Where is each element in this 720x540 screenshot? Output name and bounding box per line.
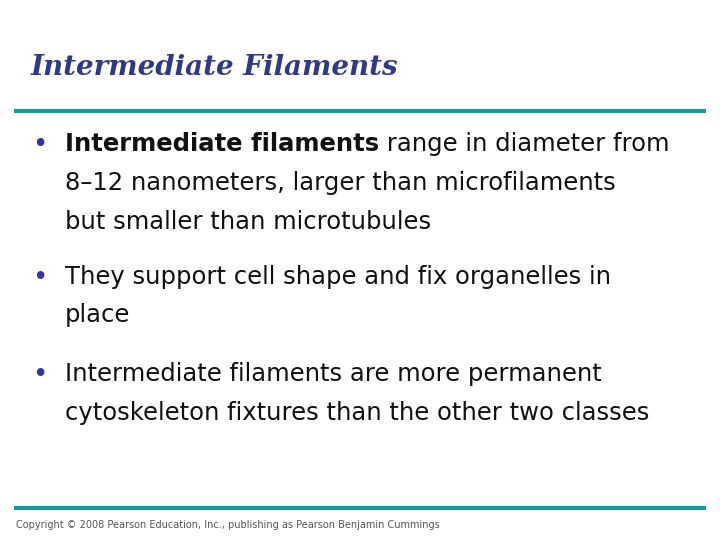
Text: •: •: [32, 132, 48, 158]
Text: Copyright © 2008 Pearson Education, Inc., publishing as Pearson Benjamin Cumming: Copyright © 2008 Pearson Education, Inc.…: [16, 520, 440, 530]
Text: cytoskeleton fixtures than the other two classes: cytoskeleton fixtures than the other two…: [65, 401, 649, 424]
Text: but smaller than microtubules: but smaller than microtubules: [65, 210, 431, 234]
Text: Intermediate filaments are more permanent: Intermediate filaments are more permanen…: [65, 362, 601, 386]
Text: They support cell shape and fix organelles in: They support cell shape and fix organell…: [65, 265, 611, 288]
Text: place: place: [65, 303, 130, 327]
Text: •: •: [32, 362, 48, 388]
Text: 8–12 nanometers, larger than microfilaments: 8–12 nanometers, larger than microfilame…: [65, 171, 616, 195]
Text: Intermediate filaments: Intermediate filaments: [65, 132, 379, 156]
Text: •: •: [32, 265, 48, 291]
Text: Intermediate Filaments: Intermediate Filaments: [30, 54, 398, 81]
Text: range in diameter from: range in diameter from: [379, 132, 670, 156]
